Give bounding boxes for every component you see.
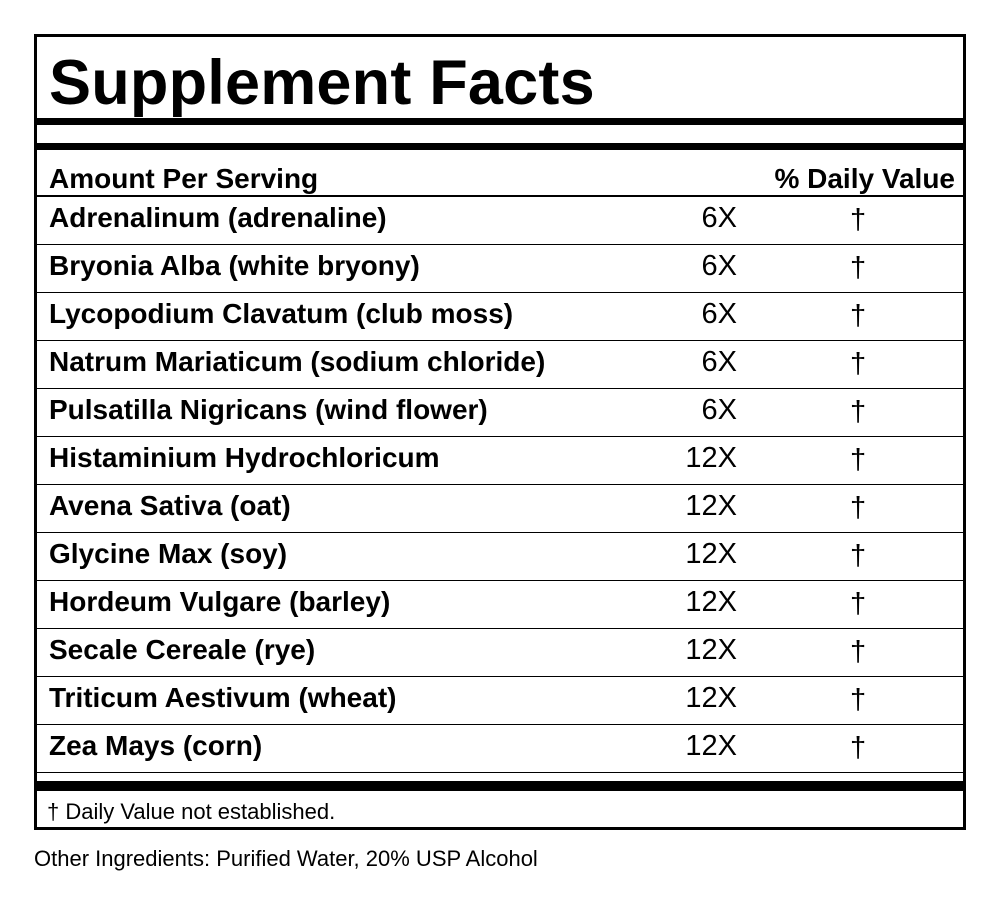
daily-value-dagger: † — [850, 444, 867, 476]
amount-per-serving-header: Amount Per Serving — [49, 163, 319, 194]
ingredient-potency: 12X — [685, 442, 737, 474]
daily-value-dagger: † — [850, 588, 867, 620]
ingredient-row: Lycopodium Clavatum (club moss) 6X † — [37, 293, 963, 341]
ingredient-potency: 12X — [685, 490, 737, 522]
daily-value-dagger: † — [850, 684, 867, 716]
ingredient-row: Triticum Aestivum (wheat) 12X † — [37, 677, 963, 725]
ingredient-row: Natrum Mariaticum (sodium chloride) 6X † — [37, 341, 963, 389]
ingredient-potency: 6X — [701, 202, 737, 234]
divider-thick — [37, 143, 963, 150]
ingredient-name: Bryonia Alba (white bryony) — [49, 250, 420, 281]
ingredient-name: Pulsatilla Nigricans (wind flower) — [49, 394, 488, 425]
ingredient-potency: 6X — [701, 346, 737, 378]
daily-value-dagger: † — [850, 252, 867, 284]
ingredient-potency: 12X — [685, 682, 737, 714]
ingredient-row: Adrenalinum (adrenaline) 6X † — [37, 197, 963, 245]
ingredient-potency: 12X — [685, 634, 737, 666]
divider-thick — [37, 785, 963, 791]
daily-value-dagger: † — [850, 540, 867, 572]
daily-value-dagger: † — [850, 492, 867, 524]
ingredient-name: Triticum Aestivum (wheat) — [49, 682, 397, 713]
ingredient-name: Adrenalinum (adrenaline) — [49, 202, 387, 233]
ingredient-name: Hordeum Vulgare (barley) — [49, 586, 391, 617]
ingredient-name: Avena Sativa (oat) — [49, 490, 291, 521]
panel-title: Supplement Facts — [49, 48, 595, 118]
daily-value-header: % Daily Value — [774, 163, 955, 194]
other-ingredients: Other Ingredients: Purified Water, 20% U… — [34, 846, 538, 871]
ingredient-row: Pulsatilla Nigricans (wind flower) 6X † — [37, 389, 963, 437]
daily-value-dagger: † — [850, 204, 867, 236]
ingredient-name: Glycine Max (soy) — [49, 538, 288, 569]
ingredient-potency: 12X — [685, 586, 737, 618]
ingredient-potency: 12X — [685, 538, 737, 570]
divider-thick — [37, 118, 963, 125]
ingredient-potency: 6X — [701, 298, 737, 330]
ingredient-row: Histaminium Hydrochloricum 12X † — [37, 437, 963, 485]
ingredient-potency: 12X — [685, 730, 737, 762]
supplement-facts-panel: Supplement Facts Amount Per Serving % Da… — [34, 34, 966, 830]
ingredient-potency: 6X — [701, 394, 737, 426]
divider-thick — [37, 781, 963, 787]
daily-value-dagger: † — [850, 396, 867, 428]
ingredient-name: Lycopodium Clavatum (club moss) — [49, 298, 514, 329]
ingredient-list: Adrenalinum (adrenaline) 6X † Bryonia Alba … — [37, 197, 963, 773]
ingredient-row: Bryonia Alba (white bryony) 6X † — [37, 245, 963, 293]
daily-value-dagger: † — [850, 732, 867, 764]
daily-value-dagger: † — [850, 300, 867, 332]
ingredient-row: Zea Mays (corn) 12X † — [37, 725, 963, 773]
ingredient-name: Zea Mays (corn) — [49, 730, 263, 761]
ingredient-name: Histaminium Hydrochloricum — [49, 442, 440, 473]
ingredient-row: Hordeum Vulgare (barley) 12X † — [37, 581, 963, 629]
ingredient-row: Avena Sativa (oat) 12X † — [37, 485, 963, 533]
ingredient-potency: 6X — [701, 250, 737, 282]
ingredient-name: Secale Cereale (rye) — [49, 634, 316, 665]
ingredient-name: Natrum Mariaticum (sodium chloride) — [49, 346, 546, 377]
daily-value-dagger: † — [850, 636, 867, 668]
daily-value-footnote: † Daily Value not established. — [47, 799, 336, 824]
daily-value-dagger: † — [850, 348, 867, 380]
ingredient-row: Secale Cereale (rye) 12X † — [37, 629, 963, 677]
column-header-row: Amount Per Serving % Daily Value — [37, 155, 963, 197]
ingredient-row: Glycine Max (soy) 12X † — [37, 533, 963, 581]
